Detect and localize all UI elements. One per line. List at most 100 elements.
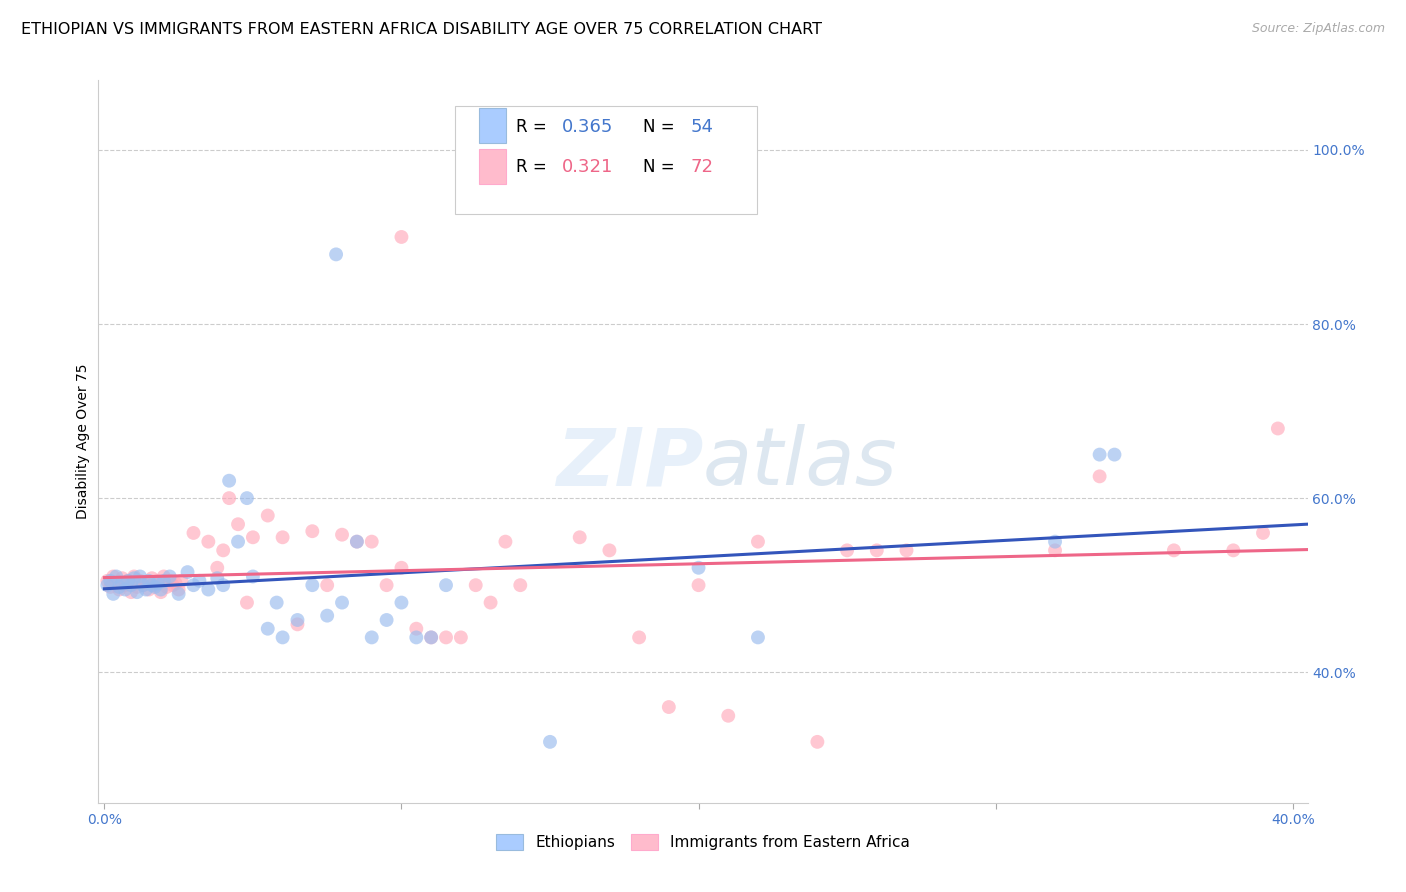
Point	[494, 534, 516, 549]
Point	[105, 569, 128, 583]
Point	[688, 561, 710, 575]
Point	[325, 247, 347, 261]
Text: N =: N =	[643, 158, 679, 176]
Point	[162, 578, 184, 592]
Point	[135, 582, 157, 597]
Point	[1043, 543, 1066, 558]
Point	[149, 585, 172, 599]
Point	[287, 617, 309, 632]
Point	[132, 578, 155, 592]
Point	[114, 578, 136, 592]
Point	[835, 543, 858, 558]
Point	[391, 561, 413, 575]
Point	[538, 735, 561, 749]
Point	[717, 708, 740, 723]
Point	[1104, 448, 1126, 462]
Point	[156, 580, 179, 594]
Point	[98, 574, 121, 588]
Point	[167, 582, 190, 597]
Point	[117, 574, 139, 588]
Point	[271, 631, 294, 645]
Point	[122, 571, 145, 585]
Point	[105, 576, 128, 591]
Point	[170, 574, 193, 588]
Point	[628, 631, 651, 645]
Point	[405, 622, 427, 636]
Point	[165, 576, 187, 591]
Point	[568, 530, 591, 544]
Point	[1043, 534, 1066, 549]
Point	[125, 580, 148, 594]
Point	[375, 613, 398, 627]
Point	[598, 543, 620, 558]
Point	[149, 582, 172, 597]
Point	[111, 571, 134, 585]
Point	[658, 700, 681, 714]
Point	[256, 622, 278, 636]
Point	[141, 571, 163, 585]
Point	[450, 631, 472, 645]
Point	[146, 574, 169, 588]
Point	[434, 578, 457, 592]
Point	[509, 578, 531, 592]
Point	[146, 576, 169, 591]
Point	[1163, 543, 1185, 558]
Point	[747, 631, 769, 645]
Point	[120, 585, 142, 599]
Point	[287, 613, 309, 627]
Point	[138, 582, 160, 597]
Text: ETHIOPIAN VS IMMIGRANTS FROM EASTERN AFRICA DISABILITY AGE OVER 75 CORRELATION C: ETHIOPIAN VS IMMIGRANTS FROM EASTERN AFR…	[21, 22, 823, 37]
Point	[464, 578, 486, 592]
Point	[1088, 448, 1111, 462]
Point	[866, 543, 889, 558]
FancyBboxPatch shape	[456, 105, 758, 214]
Point	[183, 525, 205, 540]
Bar	[479, 149, 506, 184]
Point	[301, 524, 323, 539]
Point	[183, 578, 205, 592]
Point	[212, 578, 235, 592]
Point	[301, 578, 323, 592]
Point	[1251, 525, 1274, 540]
Point	[236, 596, 259, 610]
Point	[159, 574, 181, 588]
Point	[242, 530, 264, 544]
Point	[114, 582, 136, 597]
Bar	[479, 109, 506, 143]
Text: 0.365: 0.365	[561, 119, 613, 136]
Point	[103, 587, 125, 601]
Point	[143, 580, 166, 594]
Point	[330, 596, 353, 610]
Point	[1088, 469, 1111, 483]
Point	[346, 534, 368, 549]
Point	[226, 517, 249, 532]
Point	[806, 735, 828, 749]
Point	[405, 631, 427, 645]
Point	[96, 574, 118, 588]
Point	[226, 534, 249, 549]
Point	[103, 569, 125, 583]
Point	[266, 596, 288, 610]
Point	[360, 534, 382, 549]
Point	[135, 576, 157, 591]
Text: 54: 54	[690, 119, 714, 136]
Point	[316, 608, 339, 623]
Point	[212, 543, 235, 558]
Point	[129, 574, 152, 588]
Text: 72: 72	[690, 158, 714, 176]
Point	[108, 580, 131, 594]
Point	[375, 578, 398, 592]
Point	[479, 596, 502, 610]
Point	[346, 534, 368, 549]
Point	[129, 569, 152, 583]
Text: R =: R =	[516, 119, 551, 136]
Point	[688, 578, 710, 592]
Point	[420, 631, 443, 645]
Point	[271, 530, 294, 544]
Point	[434, 631, 457, 645]
Point	[117, 574, 139, 588]
Text: Source: ZipAtlas.com: Source: ZipAtlas.com	[1251, 22, 1385, 36]
Point	[218, 474, 240, 488]
Point	[197, 534, 219, 549]
Point	[218, 491, 240, 505]
